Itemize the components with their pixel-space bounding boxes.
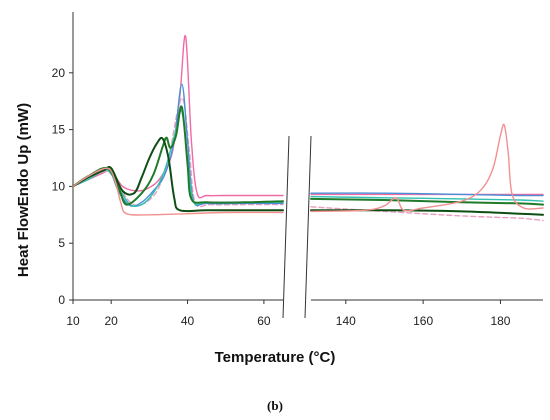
series-line-6-left: [72, 136, 284, 213]
x-axis-title: Temperature (°C): [215, 349, 336, 366]
axis-break-mark: [282, 135, 290, 319]
series-line-5-left: [72, 105, 284, 206]
y-axis-title: Heat FlowEndo Up (mW): [15, 103, 32, 277]
series-line-3-left: [72, 83, 284, 207]
chart-series: [72, 35, 544, 222]
series-line-3-right: [310, 192, 544, 197]
y-tick-label: 0: [58, 293, 65, 307]
x-tick-label: 180: [490, 314, 510, 328]
axis-break-mark: [304, 135, 312, 319]
y-tick-label: 20: [52, 66, 66, 80]
x-tick-label: 20: [105, 314, 119, 328]
y-tick-label: 15: [52, 123, 66, 137]
y-tick-label: 5: [58, 236, 65, 250]
x-tick-label: 140: [336, 314, 356, 328]
x-tick-label: 10: [66, 314, 80, 328]
series-line-5-right: [310, 197, 544, 206]
x-tick-label: 160: [413, 314, 433, 328]
chart-labels: Heat FlowEndo Up (mW) Temperature (°C) (…: [15, 103, 335, 413]
series-line-4-right: [310, 195, 544, 202]
chart-axes: 0 5 10 15 20 10 20 40 60 140 160 180: [52, 12, 543, 328]
figure-caption: (b): [267, 398, 283, 413]
x-tick-label: 40: [181, 314, 195, 328]
x-tick-label: 60: [257, 314, 271, 328]
series-line-7-left: [72, 167, 284, 216]
series-line-7-right: [310, 123, 544, 213]
series-line-2-right: [310, 206, 544, 222]
y-tick-label: 10: [52, 179, 66, 193]
